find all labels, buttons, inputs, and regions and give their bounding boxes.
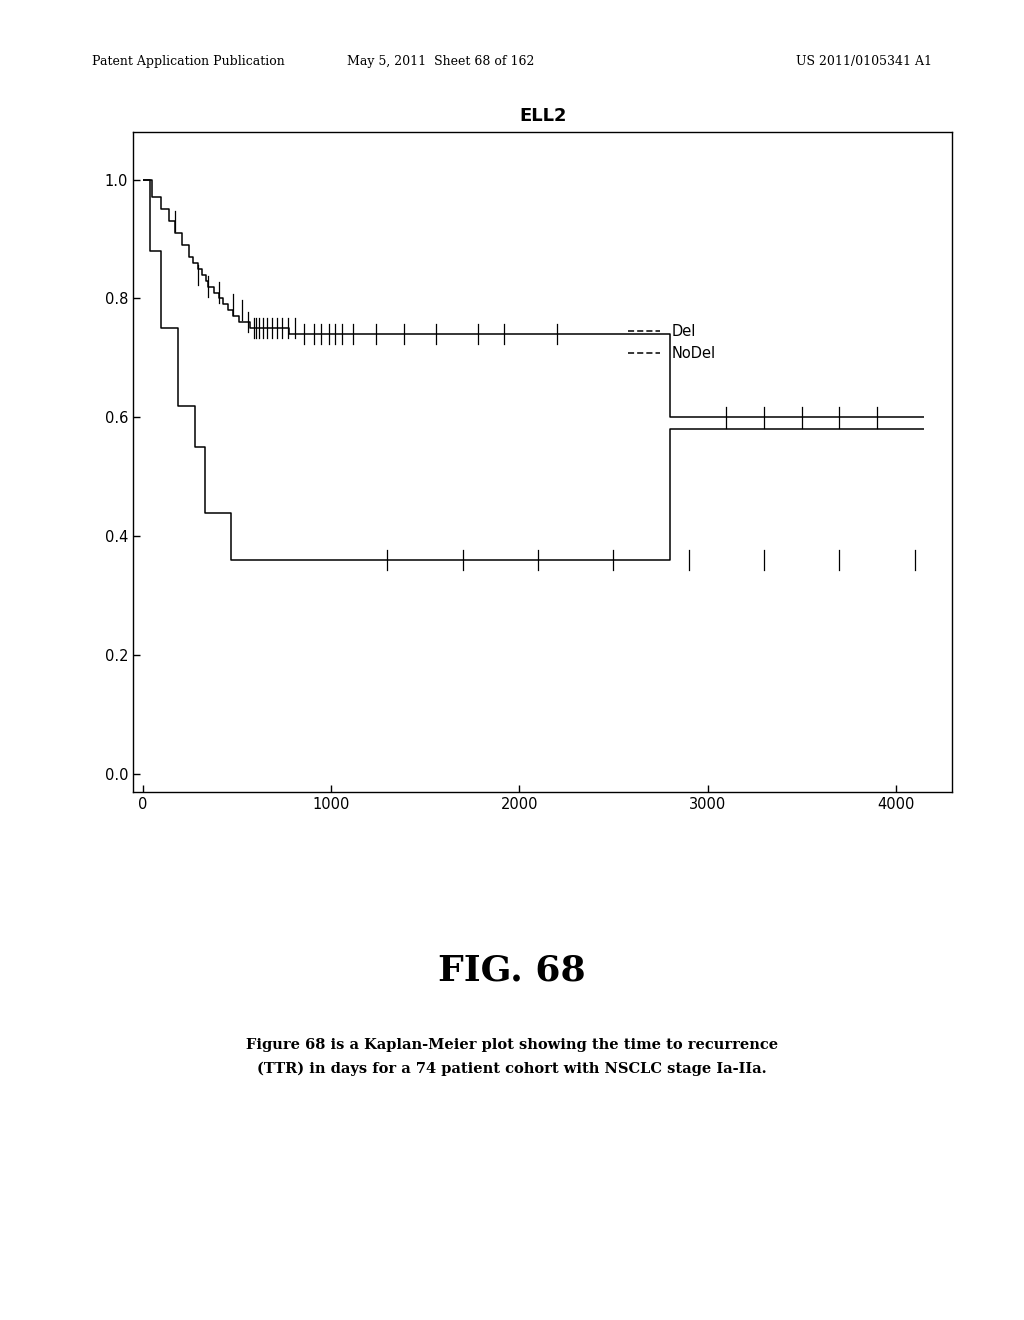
- Text: US 2011/0105341 A1: US 2011/0105341 A1: [796, 55, 932, 69]
- Text: May 5, 2011  Sheet 68 of 162: May 5, 2011 Sheet 68 of 162: [347, 55, 534, 69]
- Text: Figure 68 is a Kaplan-Meier plot showing the time to recurrence: Figure 68 is a Kaplan-Meier plot showing…: [246, 1039, 778, 1052]
- Text: (TTR) in days for a 74 patient cohort with NSCLC stage Ia-IIa.: (TTR) in days for a 74 patient cohort wi…: [257, 1063, 767, 1076]
- Title: ELL2: ELL2: [519, 107, 566, 125]
- Text: FIG. 68: FIG. 68: [438, 953, 586, 987]
- Legend: Del, NoDel: Del, NoDel: [628, 325, 716, 362]
- Text: Patent Application Publication: Patent Application Publication: [92, 55, 285, 69]
